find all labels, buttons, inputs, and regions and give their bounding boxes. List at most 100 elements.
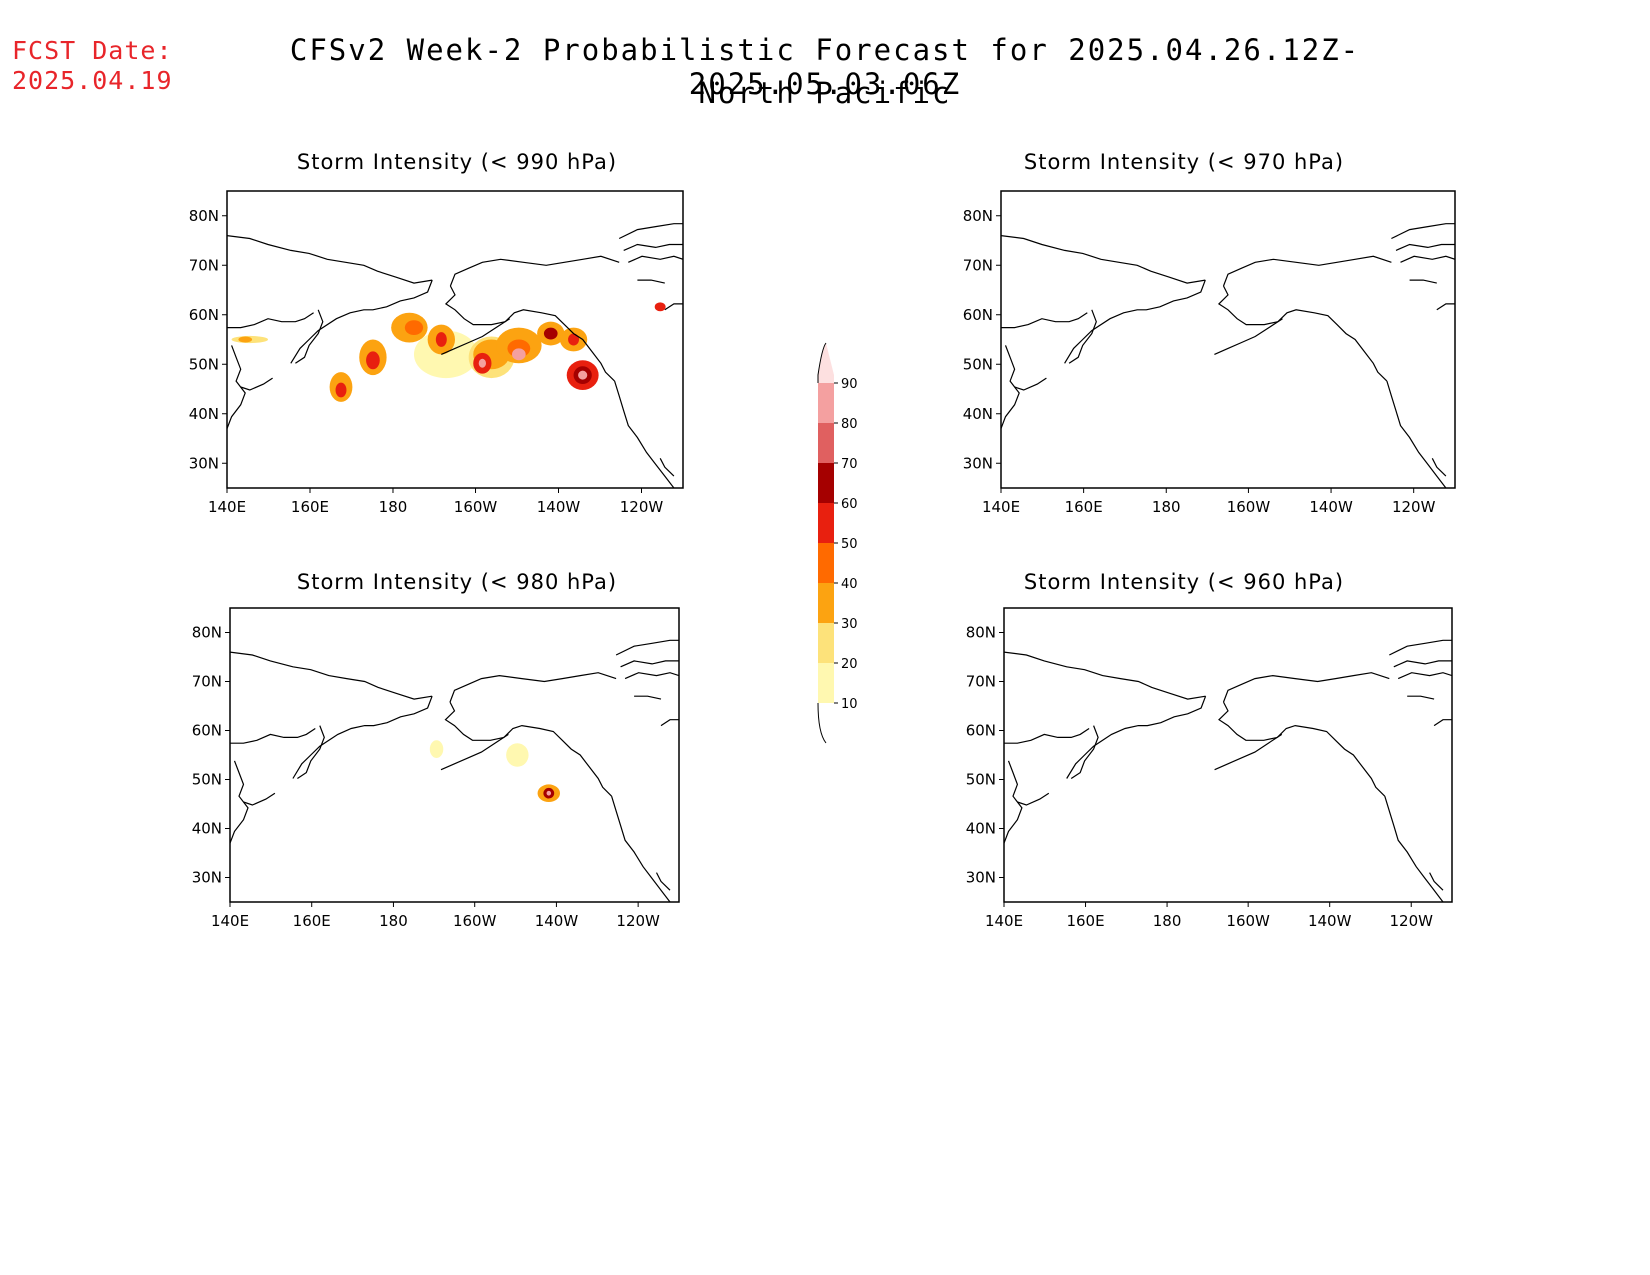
- colorbar-label: 80: [841, 417, 858, 432]
- coastline: [1222, 255, 1392, 287]
- coastline: [1436, 303, 1455, 311]
- coastline: [664, 303, 683, 311]
- colorbar-swatch: [818, 343, 834, 383]
- lon-tick-label: 160E: [1066, 912, 1104, 930]
- coastline: [297, 725, 325, 780]
- map-960: 80N 70N 60N 50N 40N 30N 140E 160E 180 160W 140W 120…: [966, 607, 1453, 930]
- lon-tick-label: 160W: [453, 912, 497, 930]
- probability-area: [478, 358, 487, 368]
- coastline: [1431, 458, 1447, 477]
- coastline: [1014, 377, 1047, 391]
- coastline: [634, 695, 662, 700]
- colorbar-swatch: [818, 383, 834, 423]
- coastline: [659, 458, 675, 477]
- colorbar-label: 40: [841, 577, 858, 592]
- probability-area: [512, 348, 526, 361]
- coastline: [611, 796, 671, 902]
- lat-tick-label: 80N: [966, 624, 996, 642]
- lat-tick-label: 40N: [189, 405, 219, 423]
- lon-tick-label: 140E: [982, 498, 1020, 516]
- colorbar-label: 10: [841, 697, 858, 712]
- coastline: [1214, 733, 1283, 771]
- panel-title-990: Storm Intensity (< 990 hPa): [296, 150, 618, 174]
- colorbar-label: 30: [841, 617, 858, 632]
- coastline: [1068, 309, 1097, 364]
- forecast-date-label: FCST Date:: [12, 36, 173, 65]
- coastline: [292, 695, 433, 779]
- map-content: [230, 639, 679, 902]
- coastline: [1389, 639, 1452, 656]
- coastline: [1393, 660, 1452, 668]
- probability-area: [435, 332, 447, 347]
- lon-tick-label: 180: [1152, 498, 1181, 516]
- lat-tick-label: 60N: [189, 306, 219, 324]
- coastline: [1217, 285, 1279, 326]
- lat-tick-label: 60N: [966, 722, 996, 740]
- coastline: [1064, 279, 1206, 364]
- lon-tick-label: 140W: [1308, 912, 1352, 930]
- lon-tick-label: 160W: [454, 498, 498, 516]
- colorbar-label: 90: [841, 377, 858, 392]
- lon-tick-label: 120W: [616, 912, 660, 930]
- coastline: [230, 651, 433, 700]
- colorbar-swatch: [818, 463, 834, 503]
- lat-tick-label: 40N: [966, 820, 996, 838]
- forecast-date: FCST Date: 2025.04.19: [12, 36, 173, 96]
- coastline: [620, 660, 679, 668]
- map-frame: [1000, 190, 1456, 489]
- lon-tick-label: 160W: [1227, 498, 1271, 516]
- probability-area: [546, 790, 552, 796]
- colorbar-swatch: [818, 583, 834, 623]
- coastline: [1218, 701, 1278, 741]
- map-content: [1001, 223, 1455, 488]
- coastline: [440, 733, 509, 771]
- coastline: [449, 255, 620, 287]
- coastline: [230, 727, 316, 744]
- lon-tick-label: 160E: [293, 912, 331, 930]
- lon-tick-label: 140E: [208, 498, 246, 516]
- map-980: 80N 70N 60N 50N 40N 30N 140E 160E 180 160W 140W 120…: [192, 607, 680, 930]
- coastline: [655, 872, 671, 891]
- probability-area: [429, 740, 444, 758]
- lat-tick-label: 30N: [189, 454, 219, 472]
- coastline: [1391, 223, 1455, 240]
- map-content: [1004, 639, 1452, 902]
- lat-tick-label: 80N: [189, 207, 219, 225]
- map-content: [227, 223, 683, 488]
- coastline: [1407, 695, 1435, 700]
- lon-tick-label: 160E: [291, 498, 329, 516]
- panel-title-980: Storm Intensity (< 980 hPa): [296, 570, 618, 594]
- coastline: [444, 701, 505, 741]
- lat-tick-label: 30N: [966, 869, 996, 887]
- coastline: [1433, 719, 1452, 727]
- coastline: [1395, 243, 1455, 251]
- coastline: [1276, 724, 1386, 797]
- colorbar-label: 20: [841, 657, 858, 672]
- colorbar-swatch: [818, 663, 834, 703]
- lat-tick-label: 50N: [192, 771, 222, 789]
- colorbar: 10 20 30 40 50 60 70 80 90: [817, 342, 858, 744]
- colorbar-swatch: [818, 623, 834, 663]
- lon-tick-label: 180: [379, 498, 408, 516]
- colorbar-swatch: [818, 503, 834, 543]
- lat-tick-label: 70N: [189, 256, 219, 274]
- colorbar-label: 70: [841, 457, 858, 472]
- coastline: [1429, 872, 1444, 891]
- coastline: [624, 672, 679, 680]
- map-970: 80N 70N 60N 50N 40N 30N 140E 160E 180 160W 140W 120…: [963, 190, 1456, 516]
- page-subtitle: North Pacific: [698, 76, 952, 110]
- probability-area: [578, 370, 588, 380]
- probability-area: [568, 333, 580, 346]
- colorbar-label: 60: [841, 497, 858, 512]
- probability-area: [654, 302, 666, 312]
- lon-tick-label: 180: [379, 912, 408, 930]
- coastline: [614, 380, 675, 488]
- coastline: [1001, 312, 1088, 329]
- map-990: 80N 70N 60N 50N 40N 30N 140E 160E 180 160W 140W 120…: [189, 190, 684, 516]
- probability-area: [543, 327, 558, 340]
- coastline: [615, 639, 679, 656]
- coastline: [1277, 309, 1388, 382]
- lat-tick-label: 60N: [192, 722, 222, 740]
- panel-title-960: Storm Intensity (< 960 hPa): [1023, 570, 1345, 594]
- coastline: [1066, 695, 1207, 779]
